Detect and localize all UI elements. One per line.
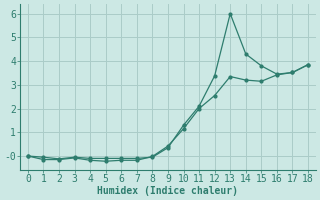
X-axis label: Humidex (Indice chaleur): Humidex (Indice chaleur) bbox=[98, 186, 238, 196]
